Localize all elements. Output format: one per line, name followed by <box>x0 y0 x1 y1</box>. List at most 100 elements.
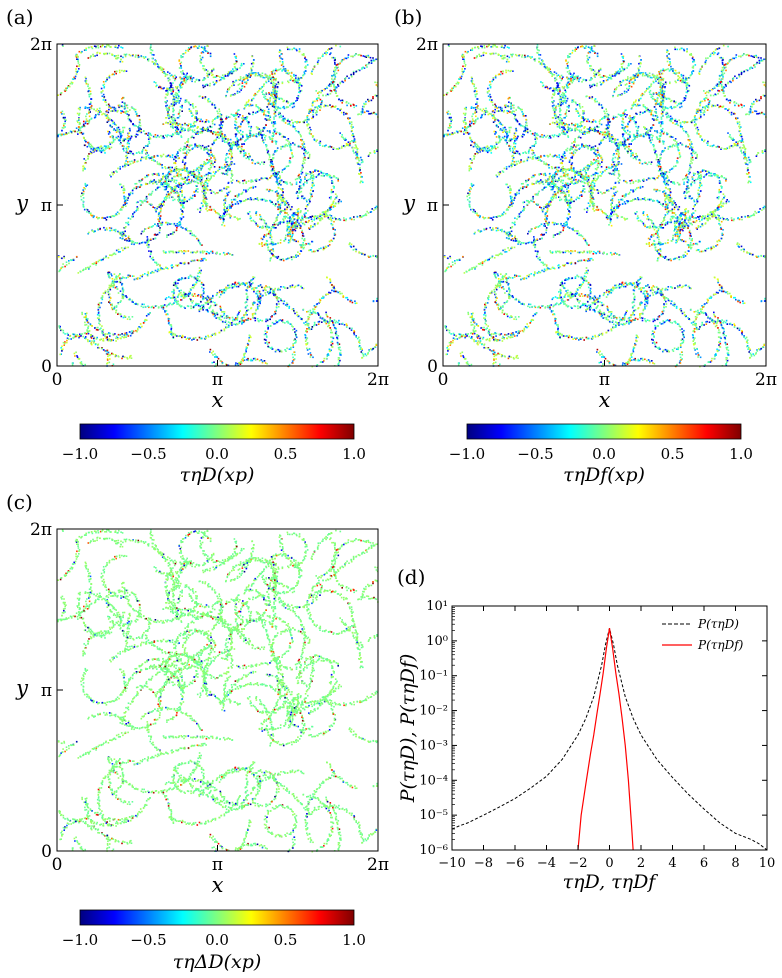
particle-point <box>195 131 198 134</box>
particle-point <box>324 52 326 54</box>
particle-point <box>247 198 249 200</box>
particle-point <box>102 112 105 115</box>
particle-point <box>154 63 156 65</box>
particle-point <box>160 182 163 184</box>
particle-point <box>84 321 86 324</box>
particle-point <box>59 327 61 329</box>
particle-point <box>262 139 264 142</box>
particle-point <box>153 62 156 64</box>
particle-point <box>353 152 355 154</box>
particle-point <box>176 335 178 337</box>
particle-point <box>312 225 314 228</box>
particle-point <box>267 325 270 327</box>
particle-point <box>261 91 263 93</box>
particle-point <box>198 271 201 274</box>
particle-point <box>275 68 277 70</box>
particle-point <box>259 285 261 287</box>
particle-point <box>169 233 172 235</box>
particle-point <box>325 313 328 316</box>
particle-point <box>86 184 89 186</box>
particle-point <box>177 192 179 194</box>
particle-point <box>74 355 76 357</box>
particle-point <box>167 114 169 117</box>
particle-point <box>271 135 274 137</box>
particle-point <box>181 177 184 180</box>
particle-point <box>206 185 209 187</box>
particle-point <box>376 255 379 258</box>
particle-point <box>358 69 361 72</box>
particle-point <box>203 149 205 151</box>
particle-point <box>350 75 353 78</box>
particle-point <box>183 76 186 78</box>
particle-point <box>87 318 89 320</box>
particle-point <box>295 336 298 339</box>
particle-point <box>269 177 271 179</box>
particle-point <box>269 347 272 349</box>
particle-point <box>270 94 272 97</box>
particle-point <box>91 146 94 148</box>
particle-point <box>124 55 127 58</box>
particle-point <box>312 356 314 359</box>
particle-point <box>62 45 64 47</box>
particle-point <box>182 206 185 209</box>
particle-point <box>283 168 285 170</box>
particle-point <box>315 305 318 308</box>
particle-point <box>159 66 162 68</box>
particle-point <box>78 68 80 70</box>
particle-point <box>360 156 362 159</box>
particle-point <box>300 285 303 288</box>
particle-point <box>176 92 179 95</box>
particle-point <box>330 47 333 50</box>
particle-point <box>203 46 206 48</box>
particle-point <box>278 116 281 119</box>
particle-point <box>214 172 216 175</box>
particle-point <box>188 108 191 110</box>
particle-point <box>249 113 251 115</box>
particle-point <box>83 316 85 319</box>
particle-point <box>255 133 258 135</box>
particle-point <box>64 133 67 136</box>
particle-point <box>229 205 231 208</box>
particle-point <box>89 324 92 326</box>
particle-point <box>260 359 263 361</box>
particle-point <box>173 96 175 98</box>
particle-point <box>172 297 174 299</box>
particle-point <box>276 296 278 298</box>
particle-point <box>89 146 92 149</box>
particle-point <box>122 289 124 292</box>
particle-point <box>207 150 209 152</box>
particle-point <box>70 259 73 262</box>
particle-point <box>221 74 224 76</box>
particle-point <box>322 94 324 97</box>
particle-point <box>265 81 268 84</box>
particle-point <box>63 89 66 91</box>
particle-point <box>167 122 169 125</box>
particle-point <box>246 314 248 316</box>
particle-point <box>362 66 364 69</box>
particle-point <box>191 301 194 304</box>
particle-point <box>306 64 309 66</box>
particle-point <box>129 152 132 155</box>
particle-point <box>106 44 108 46</box>
particle-point <box>218 166 221 168</box>
particle-point <box>151 53 154 56</box>
particle-point <box>268 341 270 344</box>
particle-point <box>291 235 293 238</box>
particle-point <box>233 114 235 116</box>
particle-point <box>238 83 241 85</box>
particle-point <box>200 295 202 297</box>
particle-point <box>152 159 155 161</box>
particle-point <box>194 106 197 108</box>
particle-point <box>269 131 271 134</box>
particle-point <box>241 87 243 90</box>
particle-point <box>146 175 148 178</box>
particle-point <box>171 303 173 306</box>
particle-point <box>214 332 217 335</box>
particle-point <box>333 290 335 293</box>
particle-point <box>326 315 328 317</box>
particle-point <box>370 348 372 350</box>
particle-point <box>335 86 337 88</box>
particle-point <box>223 292 226 294</box>
particle-point <box>278 349 281 352</box>
particle-point <box>264 74 267 76</box>
